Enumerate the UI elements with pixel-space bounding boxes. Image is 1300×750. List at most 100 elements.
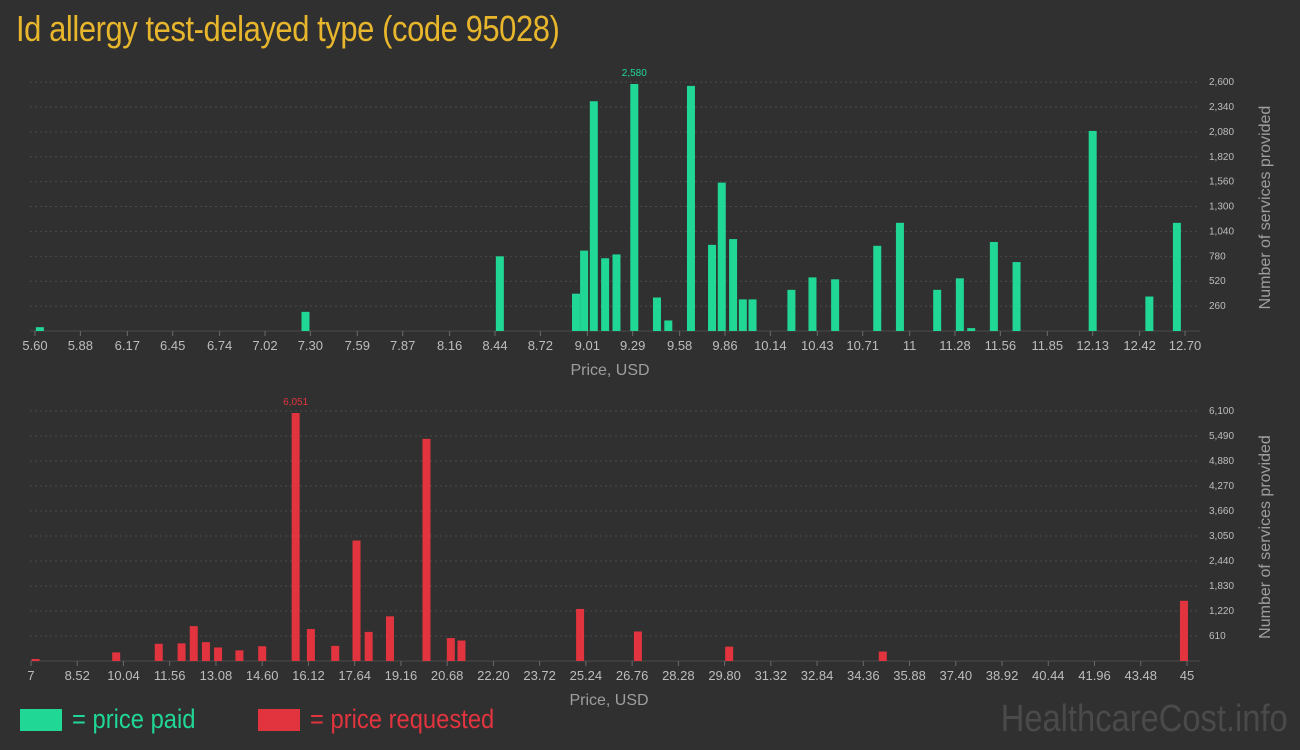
paid-bar — [664, 320, 673, 331]
paid-bar — [708, 244, 717, 331]
paid-x-tick-label: 7.02 — [252, 338, 277, 353]
paid-x-tick-label: 7.87 — [390, 338, 415, 353]
paid-bar — [748, 299, 757, 331]
requested-bar — [189, 626, 198, 661]
requested-bar — [177, 643, 186, 661]
legend-item-requested: = price requested — [258, 704, 519, 735]
paid-y-tick-label: 1,560 — [1209, 177, 1234, 188]
requested-bar — [306, 629, 315, 661]
legend-label-paid: = price paid — [72, 704, 196, 734]
legend-swatch-requested — [258, 708, 301, 731]
paid-y-tick-label: 2,080 — [1209, 127, 1234, 138]
paid-x-tick-label: 11.56 — [985, 338, 1017, 353]
requested-x-tick-label: 32.84 — [801, 668, 834, 683]
paid-y-tick-label: 260 — [1209, 301, 1226, 312]
legend-item-paid: = price paid — [20, 704, 212, 735]
requested-x-tick-label: 25.24 — [570, 668, 603, 683]
requested-bar — [214, 647, 223, 661]
requested-x-tick-label: 35.88 — [893, 668, 926, 683]
requested-bar — [1179, 600, 1188, 661]
watermark: HealthcareCost.info — [1000, 698, 1288, 740]
paid-bar — [873, 245, 882, 331]
requested-bar — [446, 638, 455, 661]
paid-bar — [1172, 222, 1181, 331]
paid-x-tick-label: 10.71 — [846, 338, 879, 353]
paid-bar — [1088, 130, 1097, 331]
requested-y-tick-label: 5,490 — [1209, 431, 1234, 442]
requested-bar — [112, 652, 121, 661]
requested-x-tick-label: 23.72 — [523, 668, 556, 683]
paid-y-tick-label: 2,340 — [1209, 102, 1234, 113]
paid-y-tick-label: 780 — [1209, 251, 1226, 262]
requested-x-tick-label: 16.12 — [292, 668, 325, 683]
paid-x-tick-label: 9.29 — [620, 338, 645, 353]
requested-x-tick-label: 14.60 — [246, 668, 279, 683]
requested-y-axis-label: Number of services provided — [1257, 435, 1274, 639]
paid-x-tick-label: 7.30 — [298, 338, 323, 353]
paid-x-tick-label: 9.58 — [667, 338, 692, 353]
paid-bar — [301, 311, 310, 331]
paid-bar — [787, 289, 796, 331]
paid-x-tick-label: 8.44 — [482, 338, 507, 353]
requested-x-tick-label: 22.20 — [477, 668, 510, 683]
requested-y-tick-label: 3,660 — [1209, 506, 1234, 517]
legend-label-requested: = price requested — [310, 704, 495, 734]
paid-x-tick-label: 5.60 — [22, 338, 47, 353]
requested-x-tick-label: 37.40 — [940, 668, 973, 683]
paid-y-tick-label: 1,040 — [1209, 226, 1234, 237]
requested-y-tick-label: 4,270 — [1209, 481, 1234, 492]
paid-bar — [989, 241, 998, 331]
paid-bar — [895, 222, 904, 331]
paid-y-axis-label: Number of services provided — [1257, 106, 1274, 310]
paid-bar — [601, 258, 610, 331]
requested-bar — [331, 645, 340, 661]
requested-y-tick-label: 2,440 — [1209, 556, 1234, 567]
requested-bar — [422, 438, 431, 661]
paid-bar — [831, 279, 840, 331]
paid-bar — [933, 289, 942, 331]
paid-bar — [630, 84, 639, 331]
paid-bar — [738, 299, 747, 331]
paid-x-tick-label: 9.86 — [712, 338, 737, 353]
requested-x-tick-label: 7 — [27, 668, 34, 683]
paid-bar — [808, 277, 817, 331]
requested-x-tick-label: 26.76 — [616, 668, 649, 683]
paid-x-tick-label: 8.72 — [528, 338, 553, 353]
requested-bar — [576, 608, 585, 661]
requested-y-tick-label: 610 — [1209, 631, 1226, 642]
paid-y-tick-label: 520 — [1209, 276, 1226, 287]
paid-bar — [717, 182, 726, 331]
requested-peak-value-label: 6,051 — [283, 397, 308, 408]
paid-bar — [652, 297, 661, 331]
requested-bar — [291, 413, 300, 661]
requested-bar — [352, 540, 361, 661]
paid-x-tick-label: 6.45 — [160, 338, 185, 353]
paid-peak-value-label: 2,580 — [622, 68, 647, 79]
requested-bar — [385, 616, 394, 661]
paid-x-tick-label: 5.88 — [68, 338, 93, 353]
requested-bar — [201, 642, 210, 661]
paid-x-axis-label: Price, USD — [570, 362, 649, 379]
page-title: Id allergy test-delayed type (code 95028… — [16, 8, 560, 49]
paid-bar — [35, 327, 44, 331]
paid-x-tick-label: 11 — [903, 338, 917, 353]
paid-y-tick-label: 2,600 — [1209, 77, 1234, 88]
requested-x-tick-label: 10.04 — [107, 668, 140, 683]
requested-x-tick-label: 31.32 — [755, 668, 788, 683]
paid-bar — [686, 85, 695, 331]
paid-x-tick-label: 7.59 — [345, 338, 370, 353]
paid-x-tick-label: 12.42 — [1123, 338, 1156, 353]
requested-bar — [235, 650, 244, 661]
requested-y-tick-label: 4,880 — [1209, 456, 1234, 467]
paid-bar — [967, 328, 976, 331]
paid-x-tick-label: 8.16 — [437, 338, 462, 353]
requested-bar — [878, 651, 887, 661]
requested-x-tick-label: 20.68 — [431, 668, 464, 683]
paid-bar — [571, 293, 580, 331]
price-requested-chart: 610 1,220 1,830 2,440 3,050 3,660 4,270 4,880 5,… — [27, 397, 1274, 709]
paid-x-tick-label: 12.70 — [1169, 338, 1202, 353]
paid-bar — [612, 254, 621, 331]
paid-x-tick-label: 6.74 — [207, 338, 232, 353]
requested-y-tick-label: 1,220 — [1209, 606, 1234, 617]
requested-x-tick-label: 41.96 — [1078, 668, 1111, 683]
